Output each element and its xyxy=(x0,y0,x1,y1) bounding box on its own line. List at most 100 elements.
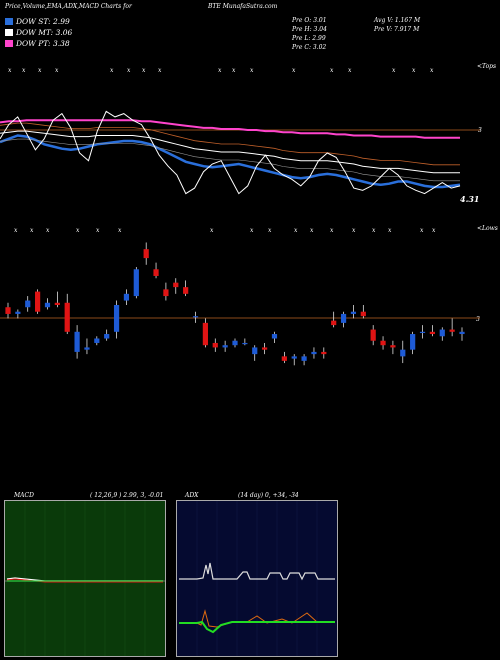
candle-body-14 xyxy=(143,249,149,259)
candle-body-43 xyxy=(429,331,435,335)
candle-body-39 xyxy=(390,345,396,348)
low-x-marker-11: x xyxy=(330,227,334,234)
stat-avg-volume: Avg V: 1.167 M xyxy=(374,17,421,24)
candle-body-29 xyxy=(291,356,297,359)
candle-body-25 xyxy=(252,347,258,355)
candle-body-45 xyxy=(449,329,455,332)
legend-label-mt: DOW MT: 3.06 xyxy=(16,28,73,37)
adx-minus-di xyxy=(179,620,335,634)
chart-title: Price,Volume,EMA,ADX,MACD Charts for xyxy=(5,3,132,10)
candle-body-32 xyxy=(321,351,327,355)
low-x-marker-5: x xyxy=(118,227,122,234)
adx-panel xyxy=(176,500,338,657)
low-x-marker-7: x xyxy=(250,227,254,234)
candle-body-3 xyxy=(35,291,41,312)
top-x-marker-0: x xyxy=(8,67,12,74)
candle-body-1 xyxy=(15,311,21,314)
candle-body-5 xyxy=(54,302,60,305)
low-x-marker-2: x xyxy=(46,227,50,234)
candle-body-6 xyxy=(64,302,70,332)
candle-body-8 xyxy=(84,347,90,350)
top-x-marker-12: x xyxy=(330,67,334,74)
macd-svg xyxy=(5,501,165,656)
adx-params: (14 day) 0, +34, -34 xyxy=(238,492,299,499)
candle-body-10 xyxy=(104,334,110,339)
candles xyxy=(5,242,465,366)
adx-svg xyxy=(179,501,335,656)
legend-dow-mt: DOW MT: 3.06 xyxy=(5,28,72,37)
top-x-marker-4: x xyxy=(110,67,114,74)
stat-pre-high: Pre H: 3.04 xyxy=(292,26,327,33)
candle-body-40 xyxy=(400,349,406,357)
candle-body-26 xyxy=(262,347,268,350)
candle-body-22 xyxy=(222,345,228,348)
low-x-marker-8: x xyxy=(268,227,272,234)
candle-level-label: 3 xyxy=(476,316,480,323)
candle-body-28 xyxy=(281,356,287,361)
candle-body-17 xyxy=(173,282,179,288)
low-x-marker-0: x xyxy=(14,227,18,234)
series-line-1 xyxy=(0,130,460,174)
macd-panel xyxy=(4,500,166,657)
candle-body-16 xyxy=(163,289,169,297)
series-band-upper xyxy=(0,122,460,166)
candle-body-2 xyxy=(25,300,31,308)
candle-body-35 xyxy=(350,311,357,314)
stat-pre-open: Pre O: 3.01 xyxy=(292,17,327,24)
top-x-marker-5: x xyxy=(127,67,131,74)
candle-body-34 xyxy=(340,313,347,323)
candle-body-44 xyxy=(439,329,445,337)
candle-body-27 xyxy=(271,334,278,339)
adx-line xyxy=(179,562,335,581)
candle-body-37 xyxy=(370,329,376,341)
candle-body-21 xyxy=(212,342,218,348)
macd-signal-line xyxy=(6,578,163,583)
low-x-marker-12: x xyxy=(352,227,356,234)
series-line-2 xyxy=(0,119,460,139)
low-x-marker-14: x xyxy=(388,227,392,234)
price-chart: x x x x x x x x x x x x x x x x x x x x x x x x x x x x x x x x x x xyxy=(0,67,480,366)
top-x-marker-7: x xyxy=(158,67,162,74)
series-line-3 xyxy=(0,110,461,195)
candle-body-12 xyxy=(123,293,130,301)
legend-label-pt: DOW PT: 3.38 xyxy=(16,39,70,48)
candle-body-46 xyxy=(459,331,465,335)
candle-body-42 xyxy=(419,331,426,333)
legend-swatch-st xyxy=(5,18,13,25)
stat-pre-close: Pre C: 3.02 xyxy=(292,44,327,51)
candle-body-36 xyxy=(360,311,366,317)
low-x-marker-15: x xyxy=(420,227,424,234)
top-x-marker-2: x xyxy=(38,67,42,74)
top-x-marker-11: x xyxy=(292,67,296,74)
legend-swatch-mt xyxy=(5,29,13,36)
candle-body-0 xyxy=(5,307,11,314)
ema-lines xyxy=(0,110,461,195)
top-price-label: 4.31 xyxy=(460,194,480,204)
candle-body-19 xyxy=(192,316,199,318)
top-x-marker-3: x xyxy=(55,67,59,74)
candle-body-13 xyxy=(133,269,139,297)
series-line-0 xyxy=(0,134,461,189)
candle-body-30 xyxy=(301,356,307,361)
low-x-marker-1: x xyxy=(30,227,34,234)
candle-body-38 xyxy=(380,340,386,346)
lows-label: <Lows xyxy=(477,225,498,232)
macd-title: MACD xyxy=(14,492,34,499)
low-x-marker-3: x xyxy=(76,227,80,234)
candle-body-18 xyxy=(183,287,189,294)
top-x-marker-9: x xyxy=(232,67,236,74)
legend-dow-st: DOW ST: 2.99 xyxy=(5,17,70,26)
top-x-marker-1: x xyxy=(22,67,26,74)
low-x-marker-10: x xyxy=(310,227,314,234)
chart-source: BTE MunafaSutra.com xyxy=(208,3,278,10)
legend-label-st: DOW ST: 2.99 xyxy=(16,17,70,26)
low-x-marker-4: x xyxy=(96,227,100,234)
low-x-marker-13: x xyxy=(372,227,376,234)
series-band-lower xyxy=(0,138,460,182)
tops-label: <Tops xyxy=(477,63,497,70)
macd-grid xyxy=(24,501,146,656)
low-x-marker-16: x xyxy=(432,227,436,234)
macd-params: ( 12,26,9 ) 2.99, 3, -0.01 xyxy=(90,492,164,499)
low-x-marker-9: x xyxy=(294,227,298,234)
